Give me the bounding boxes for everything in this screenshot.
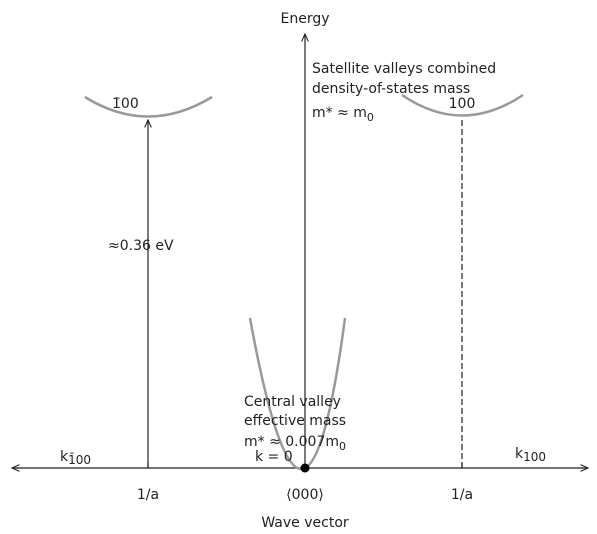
- k-sub: 100: [523, 450, 546, 464]
- x-label: Wave vector: [261, 515, 349, 531]
- right-valley: [401, 93, 524, 117]
- x-tick-label: 1/a: [451, 487, 473, 503]
- k-label: k1̄00: [60, 449, 91, 467]
- mass-sub: 0: [339, 440, 346, 453]
- valley-label: 1̄00: [112, 96, 139, 112]
- gap-label: ≈0.36 eV: [108, 238, 174, 254]
- mass-text: m* ≈ 0.007m: [244, 434, 339, 450]
- satellite-mass: m* ≈ m0: [312, 105, 374, 124]
- k-base: k: [60, 449, 69, 465]
- central-mass: m* ≈ 0.007m0: [244, 434, 346, 453]
- y-label: Energy: [280, 11, 329, 27]
- central-text: Central valley: [244, 394, 341, 410]
- k-base: k: [515, 446, 524, 462]
- mass-text: m* ≈ m: [312, 105, 367, 121]
- k-sub: 1̄00: [68, 453, 91, 467]
- satellite-text: density-of-states mass: [312, 81, 470, 97]
- origin-dot: [300, 463, 310, 473]
- valley-label: 100: [449, 96, 476, 112]
- x-tick-label: ⟨000⟩: [286, 487, 324, 503]
- k-label: k100: [515, 446, 546, 464]
- mass-sub: 0: [367, 111, 374, 124]
- left-valley: [84, 95, 213, 118]
- satellite-text: Satellite valleys combined: [312, 61, 496, 77]
- k-label: k = 0: [255, 449, 293, 465]
- x-tick-label: 1/a: [137, 487, 159, 503]
- central-text: effective mass: [244, 413, 346, 429]
